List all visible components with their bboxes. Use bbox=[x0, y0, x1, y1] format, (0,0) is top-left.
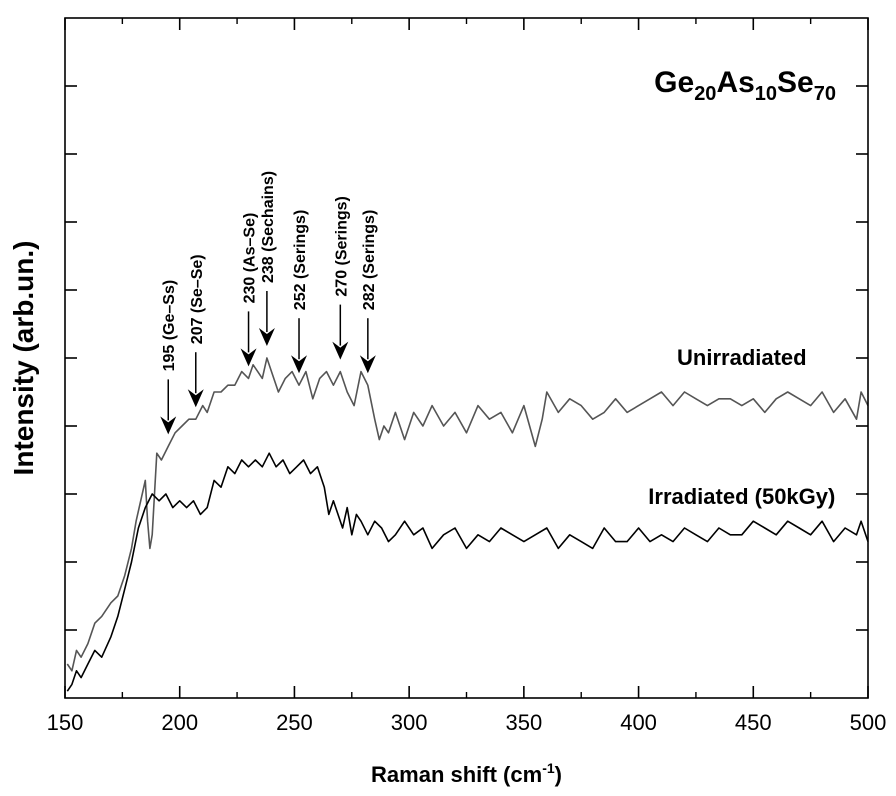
x-tick-label: 500 bbox=[850, 710, 887, 735]
annotation-label: 282 (Serings) bbox=[361, 210, 378, 310]
x-tick-label: 150 bbox=[47, 710, 84, 735]
series-line bbox=[66, 452, 869, 692]
annotation-label: 207 (Se–Se) bbox=[189, 254, 206, 344]
x-tick-label: 200 bbox=[161, 710, 198, 735]
series-labels: Unirradiated Irradiated (50kGy) bbox=[648, 345, 835, 509]
series-label: Unirradiated bbox=[677, 345, 807, 370]
x-tick-label: 400 bbox=[620, 710, 657, 735]
annotation-arrow-head bbox=[359, 355, 376, 374]
plot-frame bbox=[64, 17, 869, 699]
x-axis-label: Raman shift (cm-1) bbox=[371, 760, 562, 787]
x-tick-label: 350 bbox=[505, 710, 542, 735]
series-lines bbox=[66, 357, 869, 692]
series-line bbox=[66, 357, 869, 672]
annotation-label: 238 (Sechains) bbox=[260, 171, 277, 283]
chart-title: Ge20As10Se70 bbox=[654, 66, 836, 105]
annotation-label: 230 (As–Se) bbox=[242, 213, 259, 304]
annotation-label: 270 (Serings) bbox=[333, 196, 350, 296]
annotation-arrow-head bbox=[291, 355, 308, 374]
annotation-arrow-head bbox=[332, 341, 349, 360]
annotation-arrow-head bbox=[258, 328, 275, 346]
axis-ticks bbox=[64, 18, 869, 698]
x-tick-label: 450 bbox=[735, 710, 772, 735]
x-tick-label: 300 bbox=[391, 710, 428, 735]
y-axis-label: Intensity (arb.un.) bbox=[8, 241, 39, 476]
annotation-arrow-head bbox=[187, 389, 204, 408]
series-label: Irradiated (50kGy) bbox=[648, 484, 835, 509]
annotation-label: 252 (Serings) bbox=[292, 210, 309, 310]
x-tick-label: 250 bbox=[276, 710, 313, 735]
annotation-arrow-head bbox=[160, 416, 177, 435]
peak-annotations: 195 (Ge–Ss) 207 (Se–Se) 230 (As–Se) 238 (Se… bbox=[160, 171, 378, 435]
annotation-label: 195 (Ge–Ss) bbox=[161, 280, 178, 372]
annotation-arrow-head bbox=[240, 348, 257, 367]
x-tick-labels: 150 200 250 300 350 400 450 500 bbox=[47, 710, 887, 735]
